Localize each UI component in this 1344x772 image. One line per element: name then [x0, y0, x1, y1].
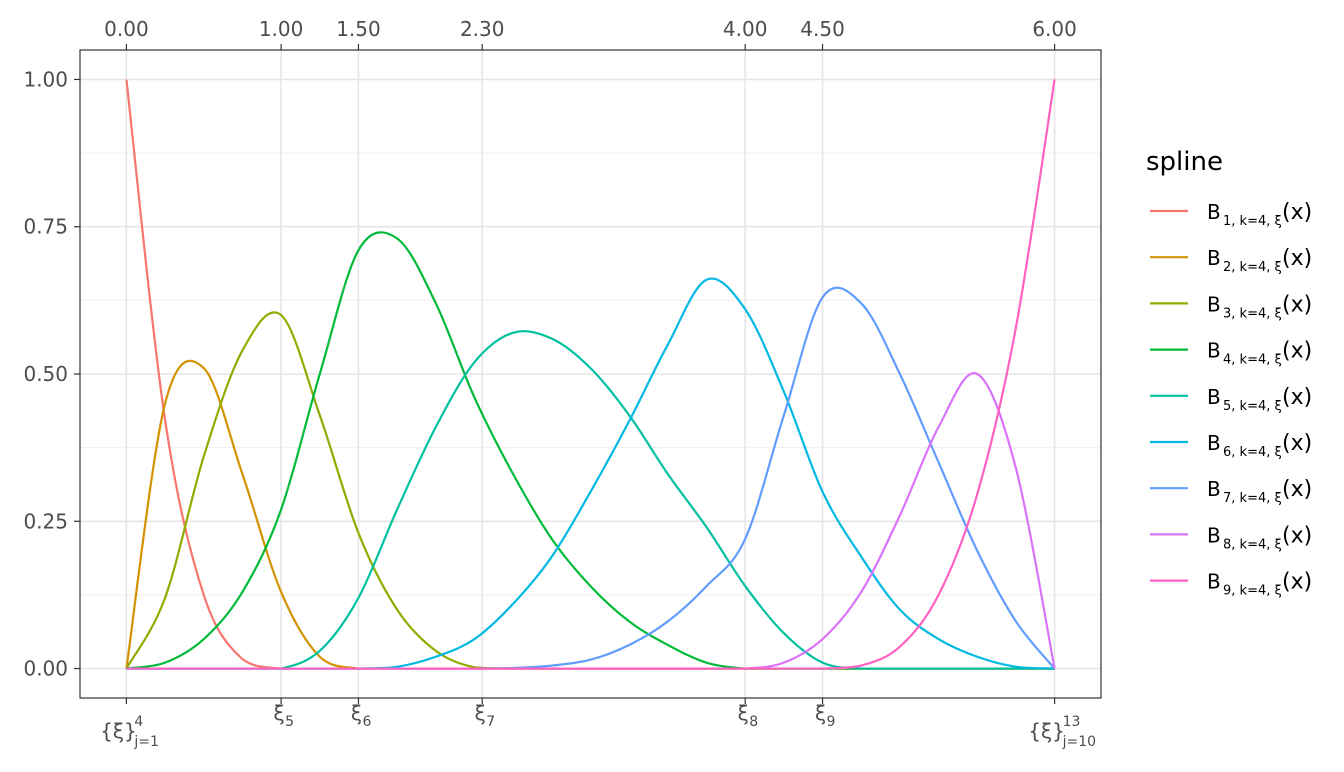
- x-bottom-tick-sub: j=1: [133, 734, 159, 750]
- legend-label-suffix: (x): [1282, 200, 1312, 225]
- legend-label-suffix: (x): [1282, 477, 1312, 502]
- x-bottom-tick-sub: 7: [486, 714, 495, 730]
- legend-label-suffix: (x): [1282, 431, 1312, 456]
- x-top-tick-label: 0.00: [104, 17, 149, 41]
- legend-label-sub: 2, k=4, ξ: [1223, 260, 1282, 275]
- legend-label: B: [1207, 431, 1221, 455]
- legend-label: B: [1207, 246, 1221, 270]
- y-tick-label: 0.75: [23, 215, 68, 239]
- legend-label: B: [1207, 523, 1221, 547]
- legend-label-suffix: (x): [1282, 292, 1312, 317]
- spline-line: [126, 79, 1056, 670]
- legend-label: B: [1207, 477, 1221, 501]
- legend-title: spline: [1146, 147, 1223, 177]
- legend-label: B: [1207, 385, 1221, 409]
- x-bottom-tick-sup: 4: [134, 714, 143, 730]
- x-bottom-tick-sub: 9: [827, 714, 836, 730]
- x-top-tick-label: 4.50: [800, 17, 845, 41]
- legend-label-sub: 9, k=4, ξ: [1223, 584, 1282, 599]
- x-top-tick-label: 4.00: [723, 17, 768, 41]
- legend-label: B: [1207, 200, 1221, 224]
- x-bottom-tick-label: ξ: [475, 701, 486, 725]
- legend-label: B: [1207, 339, 1221, 363]
- x-bottom-tick-sub: j=10: [1062, 734, 1096, 750]
- x-top-tick-label: 2.30: [460, 17, 505, 41]
- y-tick-label: 0.00: [23, 657, 68, 681]
- x-bottom-tick-sub: 6: [362, 714, 371, 730]
- x-bottom-tick-sup: 13: [1063, 714, 1081, 730]
- y-tick-label: 0.50: [23, 362, 68, 386]
- legend-label-sub: 7, k=4, ξ: [1223, 491, 1282, 506]
- x-top-tick-label: 6.00: [1032, 17, 1077, 41]
- legend-label-sub: 5, k=4, ξ: [1223, 399, 1282, 414]
- legend-label-sub: 6, k=4, ξ: [1223, 445, 1282, 460]
- legend-label-sub: 4, k=4, ξ: [1223, 353, 1282, 368]
- axes: 0.00 0.25 0.50 0.75 1.00 0.00 1.00 1.50 2.30 4.00…: [23, 17, 1096, 750]
- legend-label-suffix: (x): [1282, 523, 1312, 548]
- x-bottom-tick-sub: 8: [749, 714, 758, 730]
- x-top-tick-label: 1.00: [259, 17, 304, 41]
- legend-label-suffix: (x): [1282, 570, 1312, 595]
- x-bottom-tick-label: {ξ}: [100, 719, 137, 743]
- legend-label-sub: 1, k=4, ξ: [1223, 214, 1282, 229]
- legend-label: B: [1207, 292, 1221, 316]
- legend-label: B: [1207, 570, 1221, 594]
- x-bottom-tick-label: ξ: [738, 701, 749, 725]
- y-tick-label: 0.25: [23, 509, 68, 533]
- x-bottom-tick-sub: 5: [285, 714, 294, 730]
- x-bottom-tick-label: ξ: [815, 701, 826, 725]
- x-bottom-tick-label: ξ: [274, 701, 285, 725]
- legend: spline B 1, k=4, ξ (x)B 2, k=4, ξ (x)B 3, k=4…: [1146, 147, 1312, 599]
- legend-label-suffix: (x): [1282, 385, 1312, 410]
- x-top-tick-label: 1.50: [336, 17, 381, 41]
- x-bottom-tick-label: {ξ}: [1028, 719, 1065, 743]
- legend-label-suffix: (x): [1282, 246, 1312, 271]
- x-bottom-tick-label: ξ: [351, 701, 362, 725]
- legend-label-sub: 8, k=4, ξ: [1223, 537, 1282, 552]
- lines: [125, 79, 1056, 670]
- legend-label-suffix: (x): [1282, 339, 1312, 364]
- y-tick-label: 1.00: [23, 67, 68, 91]
- legend-label-sub: 3, k=4, ξ: [1223, 306, 1282, 321]
